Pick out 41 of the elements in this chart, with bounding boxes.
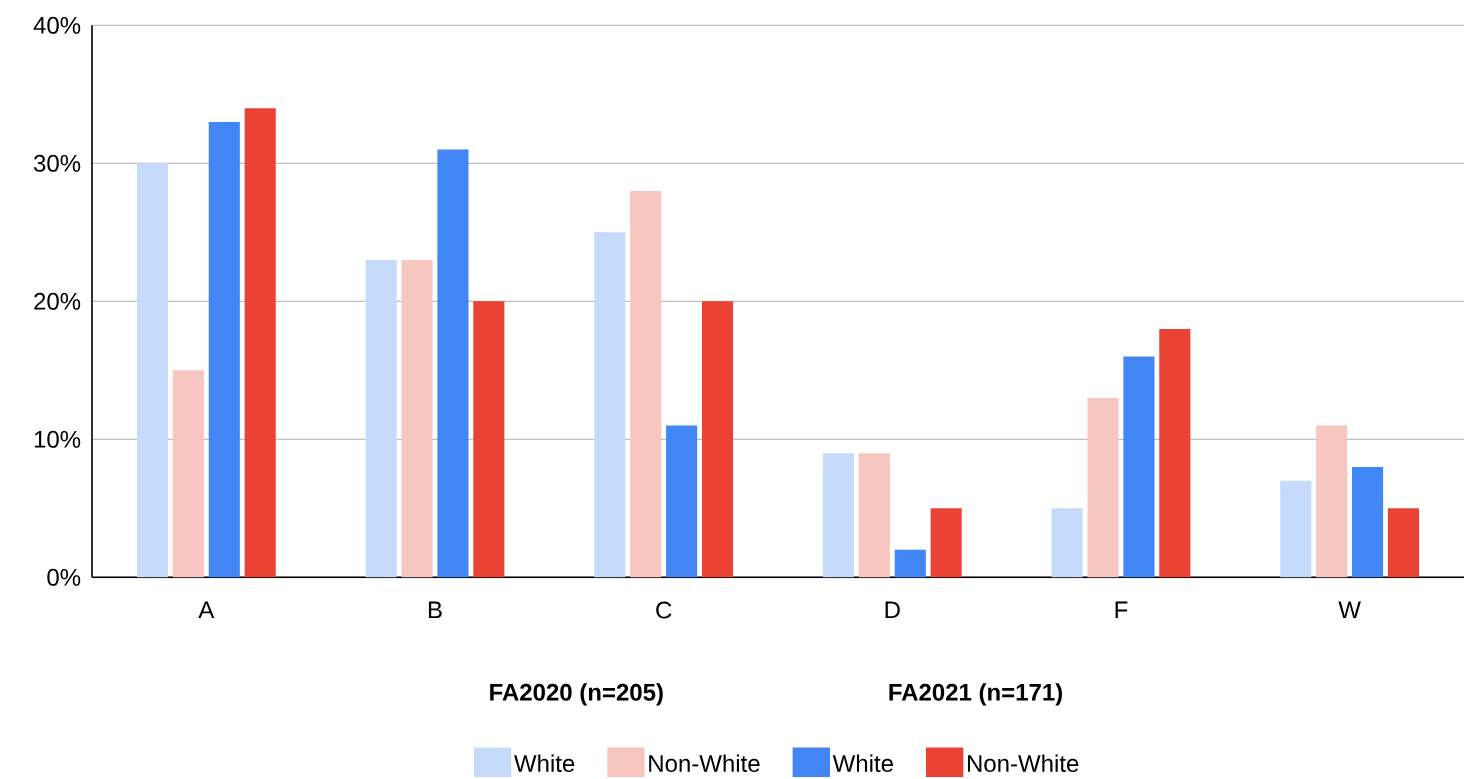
x-tick-label: D	[885, 601, 900, 619]
bar	[208, 122, 240, 578]
bar	[701, 301, 734, 578]
x-tick-label: C	[656, 601, 672, 619]
bar	[1352, 467, 1384, 578]
bar	[437, 149, 469, 578]
x-tick-label: W	[1338, 601, 1361, 619]
text: FA2021 (n=171)	[889, 683, 1063, 706]
y-tick-label: 20%	[34, 292, 81, 310]
bar	[244, 108, 276, 578]
x-tick-label: B	[428, 601, 442, 619]
y-tick-label: 40%	[33, 17, 81, 34]
bar	[930, 508, 962, 578]
x-tick-label: F	[1115, 601, 1128, 619]
bar	[1280, 480, 1312, 578]
bar	[894, 549, 926, 578]
text: FA2020 (n=205)	[490, 683, 663, 706]
legend-label: White	[832, 754, 893, 773]
bar	[1087, 398, 1119, 578]
y-tick-label: 10%	[34, 430, 81, 448]
bar	[401, 260, 433, 578]
bar	[1387, 508, 1420, 578]
legend-label: Non-White	[649, 754, 760, 773]
bar	[172, 370, 204, 578]
bar	[1159, 329, 1191, 578]
y-tick-label: 0%	[47, 568, 81, 586]
y-tick-label: 30%	[33, 155, 81, 172]
bar	[630, 191, 662, 578]
bar	[594, 232, 626, 578]
bar	[136, 163, 169, 578]
bar	[1123, 356, 1155, 578]
bar	[1051, 508, 1083, 578]
bar	[858, 453, 890, 578]
x-tick-label: A	[198, 601, 215, 619]
legend-label: White	[514, 754, 575, 773]
legend-label: Non-White	[967, 754, 1079, 773]
bar	[822, 453, 855, 578]
bar	[1316, 425, 1348, 578]
bar	[473, 301, 505, 578]
bar	[365, 260, 397, 578]
bar	[666, 425, 698, 578]
